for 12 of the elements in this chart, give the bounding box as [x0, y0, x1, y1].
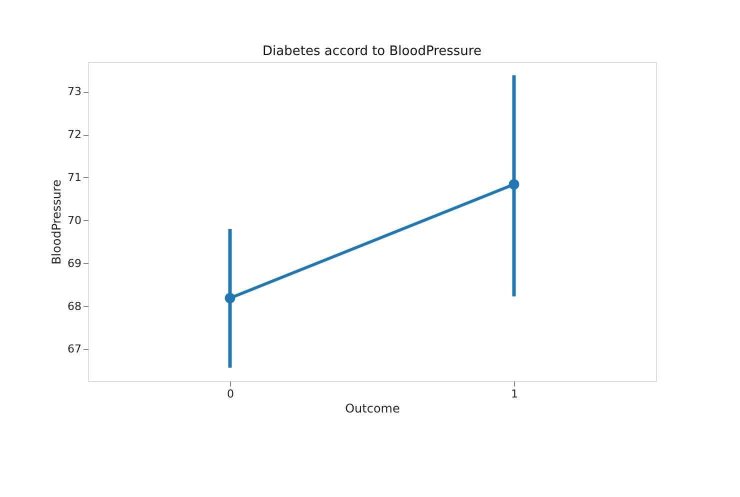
y-tick-label: 69 [68, 256, 82, 270]
y-tick-label: 72 [68, 128, 82, 142]
y-tick-label: 71 [68, 170, 82, 184]
x-axis-title: Outcome [345, 402, 400, 416]
y-tick-label: 70 [68, 214, 82, 227]
x-tick-label: 0 [227, 388, 234, 400]
y-axis-title: BloodPressure [50, 179, 64, 265]
chart-title: Diabetes accord to BloodPressure [262, 44, 482, 59]
x-tick-label: 1 [511, 388, 518, 400]
y-tick-label: 68 [68, 300, 82, 313]
y-tick-label: 73 [68, 85, 82, 98]
y-tick-label: 67 [68, 342, 82, 356]
